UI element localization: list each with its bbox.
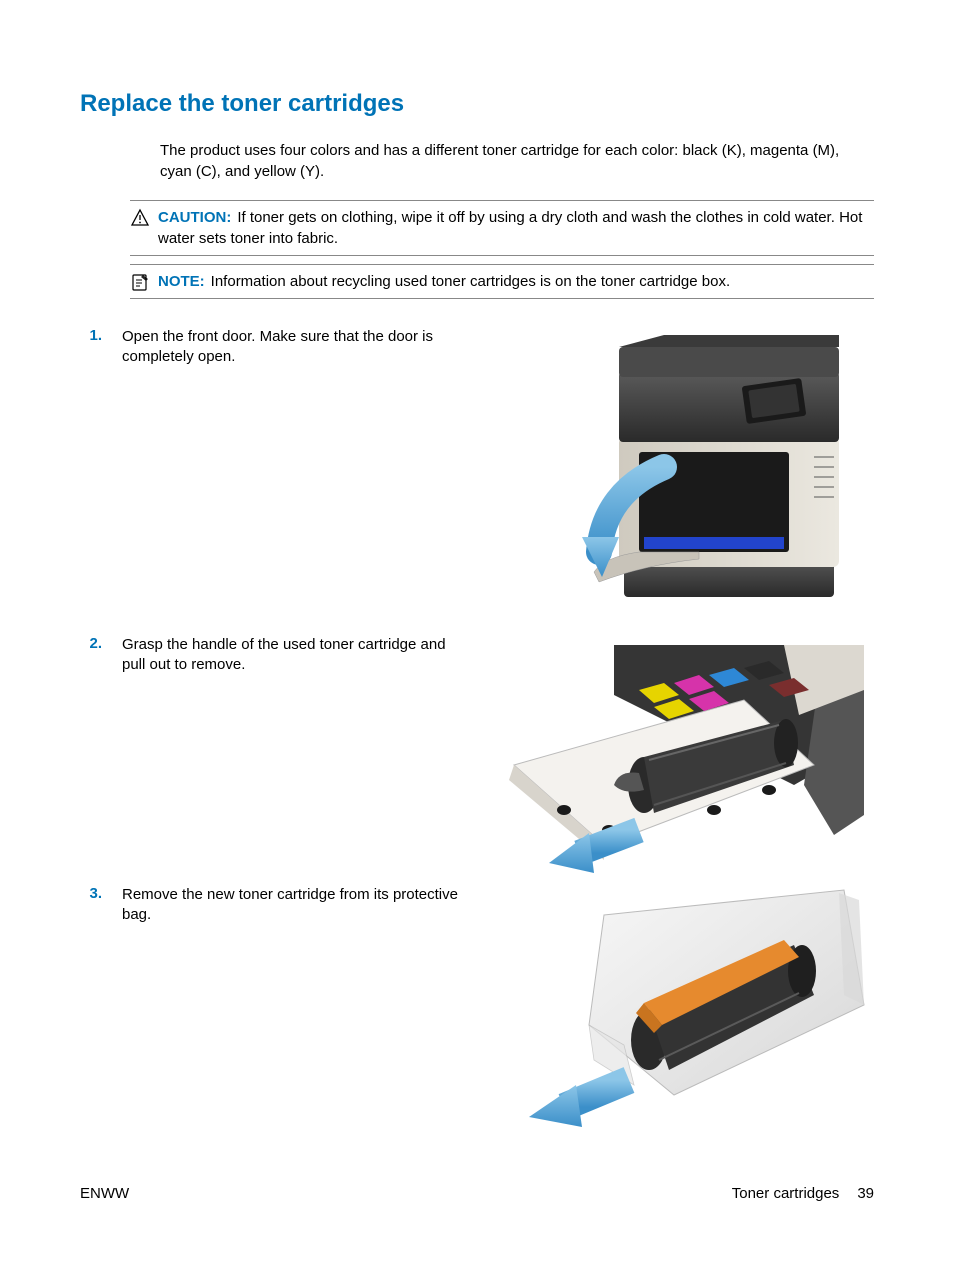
step-number: 2. bbox=[80, 635, 122, 652]
note-body: Information about recycling used toner c… bbox=[211, 273, 730, 290]
step-item: 1. Open the front door. Make sure that t… bbox=[80, 327, 874, 623]
caution-label: CAUTION: bbox=[158, 209, 231, 226]
footer-left: ENWW bbox=[80, 1185, 129, 1202]
step-text: Open the front door. Make sure that the … bbox=[122, 327, 462, 366]
note-callout: NOTE: Information about recycling used to… bbox=[130, 264, 874, 299]
section-title: Replace the toner cartridges bbox=[80, 90, 874, 118]
step-figure-open-door bbox=[462, 327, 874, 623]
steps-list: 1. Open the front door. Make sure that t… bbox=[80, 327, 874, 1127]
page-footer: ENWW Toner cartridges 39 bbox=[80, 1185, 874, 1202]
step-number: 3. bbox=[80, 885, 122, 902]
intro-paragraph: The product uses four colors and has a d… bbox=[160, 140, 874, 182]
step-item: 2. Grasp the handle of the used toner ca… bbox=[80, 635, 874, 873]
step-item: 3. Remove the new toner cartridge from i… bbox=[80, 885, 874, 1127]
step-number: 1. bbox=[80, 327, 122, 344]
note-label: NOTE: bbox=[158, 273, 205, 290]
caution-body: If toner gets on clothing, wipe it off b… bbox=[158, 209, 862, 247]
step-figure-unpack-cartridge bbox=[462, 885, 874, 1127]
step-text: Grasp the handle of the used toner cartr… bbox=[122, 635, 462, 674]
footer-section: Toner cartridges bbox=[732, 1185, 840, 1202]
footer-page-number: 39 bbox=[857, 1185, 874, 1202]
note-icon bbox=[130, 272, 150, 292]
caution-callout: CAUTION:If toner gets on clothing, wipe … bbox=[130, 200, 874, 256]
caution-text: CAUTION:If toner gets on clothing, wipe … bbox=[158, 207, 874, 249]
note-text: NOTE: Information about recycling used to… bbox=[158, 271, 730, 292]
step-text: Remove the new toner cartridge from its … bbox=[122, 885, 462, 924]
caution-icon bbox=[130, 208, 150, 228]
step-figure-remove-cartridge bbox=[462, 635, 874, 873]
